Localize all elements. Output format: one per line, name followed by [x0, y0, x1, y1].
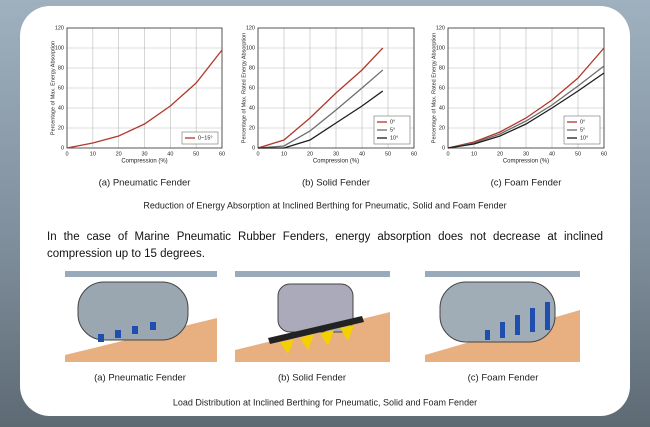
x-tick-label: 10 [281, 151, 287, 157]
y-tick-label: 60 [249, 85, 255, 91]
x-axis-label: Compression (%) [313, 159, 359, 165]
y-tick-label: 120 [436, 25, 445, 31]
x-tick-label: 20 [307, 151, 313, 157]
legend-label: 5° [390, 127, 395, 133]
x-tick-label: 40 [167, 151, 173, 157]
y-axis-label: Percentage of Max. Rated Energy Absorpti… [431, 33, 437, 143]
x-axis-label: Compression (%) [121, 159, 167, 165]
plot-frame [257, 27, 415, 149]
x-tick-label: 60 [411, 151, 417, 157]
diagram-label: (a) Pneumatic Fender [94, 373, 186, 384]
x-axis-label: Compression (%) [503, 159, 549, 165]
x-tick-label: 30 [333, 151, 339, 157]
plot-frame [66, 27, 223, 149]
y-tick-label: 0 [442, 145, 445, 151]
y-tick-label: 80 [58, 65, 64, 71]
series-line [447, 65, 605, 149]
diagram-label: (b) Solid Fender [278, 373, 346, 384]
diagram-label: (c) Foam Fender [468, 373, 539, 384]
x-tick-label: 60 [601, 151, 607, 157]
y-axis-label: Percentage of Max. Energy Absorption [50, 41, 56, 135]
x-tick-label: 10 [471, 151, 477, 157]
caption: Reduction of Energy Absorption at Inclin… [143, 200, 506, 210]
legend-label: 0° [580, 119, 585, 125]
legend-label: 5° [580, 127, 585, 133]
y-tick-label: 20 [58, 125, 64, 131]
x-tick-label: 20 [497, 151, 503, 157]
y-tick-label: 120 [246, 25, 255, 31]
legend-label: 0° [390, 119, 395, 125]
series-line [258, 90, 384, 149]
paragraph: In the case of Marine Pneumatic Rubber F… [47, 231, 603, 260]
legend-box [181, 131, 219, 145]
legend-label: 10° [580, 135, 588, 141]
x-tick-label: 50 [385, 151, 391, 157]
y-tick-label: 40 [58, 105, 64, 111]
chart-title: (a) Pneumatic Fender [99, 178, 191, 189]
legend-label: 10° [390, 135, 398, 141]
y-tick-label: 20 [439, 125, 445, 131]
diagram-a [65, 271, 217, 362]
y-tick-label: 0 [252, 145, 255, 151]
x-tick-label: 40 [359, 151, 365, 157]
x-tick-label: 0 [446, 151, 449, 157]
plot-frame [447, 27, 605, 149]
y-axis-label: Percentage of Max. Rated Energy Absorpti… [241, 33, 247, 143]
y-tick-label: 60 [58, 85, 64, 91]
y-tick-label: 40 [439, 105, 445, 111]
series-line [447, 72, 605, 149]
y-tick-label: 80 [249, 65, 255, 71]
series-line [66, 49, 223, 149]
x-tick-label: 50 [193, 151, 199, 157]
x-tick-label: 30 [523, 151, 529, 157]
y-tick-label: 40 [249, 105, 255, 111]
x-tick-label: 30 [141, 151, 147, 157]
y-tick-label: 120 [55, 25, 64, 31]
y-tick-label: 20 [249, 125, 255, 131]
y-tick-label: 100 [246, 45, 255, 51]
x-tick-label: 40 [549, 151, 555, 157]
x-tick-label: 10 [90, 151, 96, 157]
x-tick-label: 0 [256, 151, 259, 157]
series-line [257, 69, 384, 149]
legend-label: 0~15° [198, 135, 213, 141]
x-tick-label: 0 [65, 151, 68, 157]
diagram-c [425, 271, 580, 362]
diagram-caption: Load Distribution at Inclined Berthing f… [173, 397, 477, 407]
series-line [257, 47, 384, 149]
chart-title: (b) Solid Fender [302, 178, 370, 189]
y-tick-label: 100 [55, 45, 64, 51]
diagram-b [235, 271, 390, 362]
x-tick-label: 20 [116, 151, 122, 157]
series-line [447, 47, 605, 149]
chart-title: (c) Foam Fender [491, 178, 562, 189]
y-tick-label: 100 [436, 45, 445, 51]
x-tick-label: 50 [575, 151, 581, 157]
x-tick-label: 60 [219, 151, 225, 157]
y-tick-label: 80 [439, 65, 445, 71]
y-tick-label: 0 [61, 145, 64, 151]
y-tick-label: 60 [439, 85, 445, 91]
